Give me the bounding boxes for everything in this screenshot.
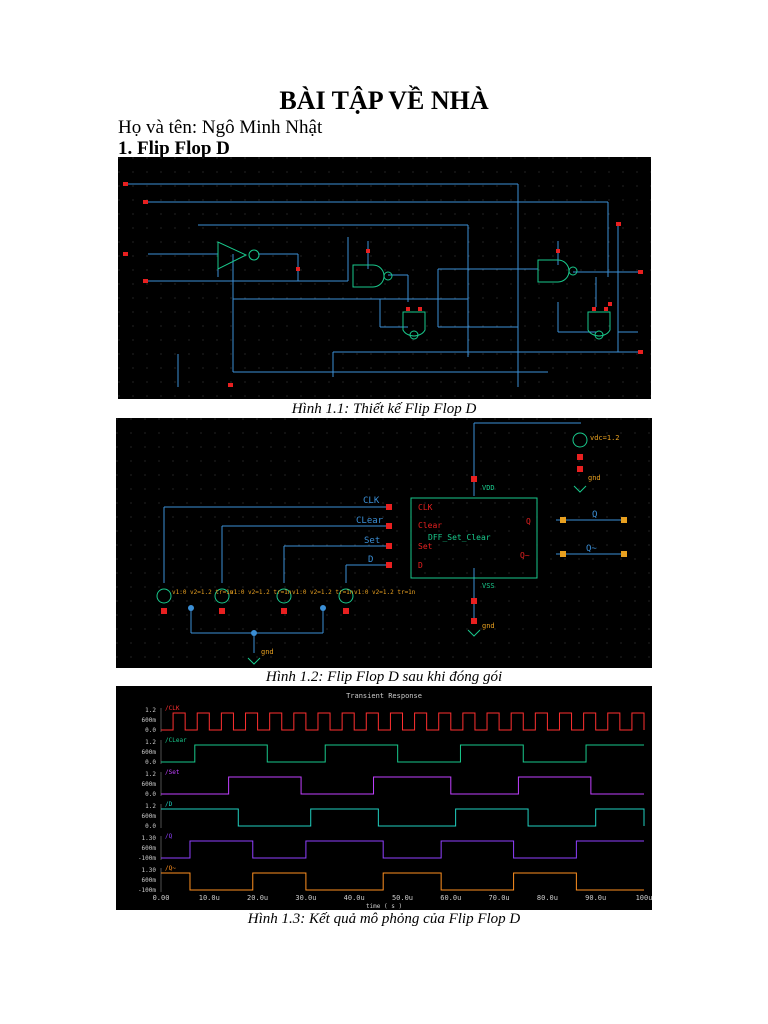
y-tick-label: 1.30 — [142, 835, 157, 842]
dff-cell-box — [410, 497, 538, 579]
y-tick-label: 1.2 — [145, 739, 156, 746]
y-tick-label: 600m — [142, 813, 157, 820]
series-line — [161, 872, 644, 891]
y-tick-label: 1.2 — [145, 707, 156, 714]
y-tick-label: 0.0 — [145, 823, 156, 830]
series-line — [161, 744, 644, 763]
label-qbar: Q~ — [586, 544, 597, 554]
gnd-label-cell: gnd — [482, 622, 495, 630]
x-tick-label: 50.0u — [392, 894, 413, 902]
series-name: /Q — [165, 833, 173, 840]
author-line: Họ và tên: Ngô Minh Nhật — [118, 117, 323, 138]
figure-waveforms: Transient Response 1.2 600m 0.0/CLK 1.2 600m… — [116, 686, 652, 910]
series-line — [161, 840, 644, 859]
y-tick-label: 0.0 — [145, 791, 156, 798]
y-tick-label: 600m — [142, 749, 157, 756]
gnd-label-sources: gnd — [261, 648, 274, 656]
x-tick-label: 0.00 — [153, 894, 170, 902]
figure-symbol: CLK CLear Set D Q Q~ CLK Clear Set D Q Q… — [116, 418, 652, 668]
x-tick-label: 30.0u — [295, 894, 316, 902]
series-line — [161, 712, 645, 731]
x-tick-label: 70.0u — [489, 894, 510, 902]
figure-caption: Hình 1.1: Thiết kế Flip Flop D — [291, 401, 477, 417]
x-tick-label: 20.0u — [247, 894, 268, 902]
x-axis-label: time ( s ) — [366, 903, 402, 910]
y-tick-label: -100m — [138, 887, 156, 894]
series-name: /CLear — [165, 737, 187, 744]
y-tick-label: 0.0 — [145, 727, 156, 734]
vdc-label: vdc=1.2 — [590, 434, 620, 442]
label-clk: CLK — [363, 496, 380, 506]
figure-caption: Hình 1.2: Flip Flop D sau khi đóng gói — [265, 669, 503, 685]
x-tick-label: 60.0u — [440, 894, 461, 902]
label-set: Set — [364, 536, 380, 546]
cell-name: DFF_Set_Clear — [428, 533, 491, 542]
source-v2-params: v1:0 v2=1.2 tr=1n — [230, 589, 292, 596]
schematic-drawing — [118, 157, 651, 399]
y-tick-label: 600m — [142, 845, 157, 852]
y-tick-label: 1.2 — [145, 803, 156, 810]
figure-caption: Hình 1.3: Kết quả mô phỏng của Flip Flop… — [247, 911, 521, 927]
y-tick-label: 600m — [142, 717, 157, 724]
label-d: D — [368, 555, 373, 565]
pin-d: D — [418, 561, 423, 570]
waveform-plot: Transient Response 1.2 600m 0.0/CLK 1.2 600m… — [138, 692, 652, 910]
waveform-panel: 1.30 600m -100m/Q~ — [138, 865, 644, 894]
figure-schematic — [118, 157, 651, 399]
series-name: /Set — [165, 769, 180, 776]
vdd-label: VDD — [482, 484, 495, 492]
x-tick-label: 90.0u — [585, 894, 606, 902]
source-v4-params: v1:0 v2=1.2 tr=1n — [354, 589, 416, 596]
pin-qbar: Q~ — [520, 551, 530, 560]
series-name: /Q~ — [165, 865, 176, 872]
plot-title: Transient Response — [346, 692, 422, 700]
section-heading: 1. Flip Flop D — [118, 138, 230, 159]
series-line — [161, 776, 644, 795]
source-v3-params: v1:0 v2=1.2 tr=1n — [292, 589, 354, 596]
y-tick-label: 600m — [142, 781, 157, 788]
series-name: /CLK — [165, 705, 180, 712]
waveform-panel: 1.2 600m 0.0/Set — [142, 769, 644, 798]
vss-label: VSS — [482, 582, 495, 590]
waveform-panel: 1.2 600m 0.0/CLK — [142, 705, 645, 734]
source-v1-params: v1:0 v2=1.2 tr=1n — [172, 589, 234, 596]
pin-set: Set — [418, 542, 433, 551]
x-tick-label: 40.0u — [344, 894, 365, 902]
y-tick-label: 1.30 — [142, 867, 157, 874]
pin-clk: CLK — [418, 503, 433, 512]
document-title: BÀI TẬP VỀ NHÀ — [279, 86, 489, 115]
symbol-drawing: CLK CLear Set D Q Q~ CLK Clear Set D Q Q… — [116, 418, 652, 668]
y-tick-label: -100m — [138, 855, 156, 862]
x-tick-label: 10.0u — [199, 894, 220, 902]
series-line — [161, 808, 645, 827]
waveform-panel: 1.30 600m -100m/Q — [138, 833, 644, 862]
label-clear: CLear — [356, 516, 384, 526]
pin-clear: Clear — [418, 521, 442, 530]
y-tick-label: 1.2 — [145, 771, 156, 778]
series-name: /D — [165, 801, 173, 808]
label-q: Q — [592, 510, 597, 520]
y-tick-label: 0.0 — [145, 759, 156, 766]
pin-q: Q — [526, 517, 531, 526]
x-tick-label: 100u — [636, 894, 652, 902]
x-tick-label: 80.0u — [537, 894, 558, 902]
y-tick-label: 600m — [142, 877, 157, 884]
waveform-panel: 1.2 600m 0.0/D — [142, 801, 645, 830]
gnd-label-top: gnd — [588, 474, 601, 482]
waveform-panel: 1.2 600m 0.0/CLear — [142, 737, 644, 766]
